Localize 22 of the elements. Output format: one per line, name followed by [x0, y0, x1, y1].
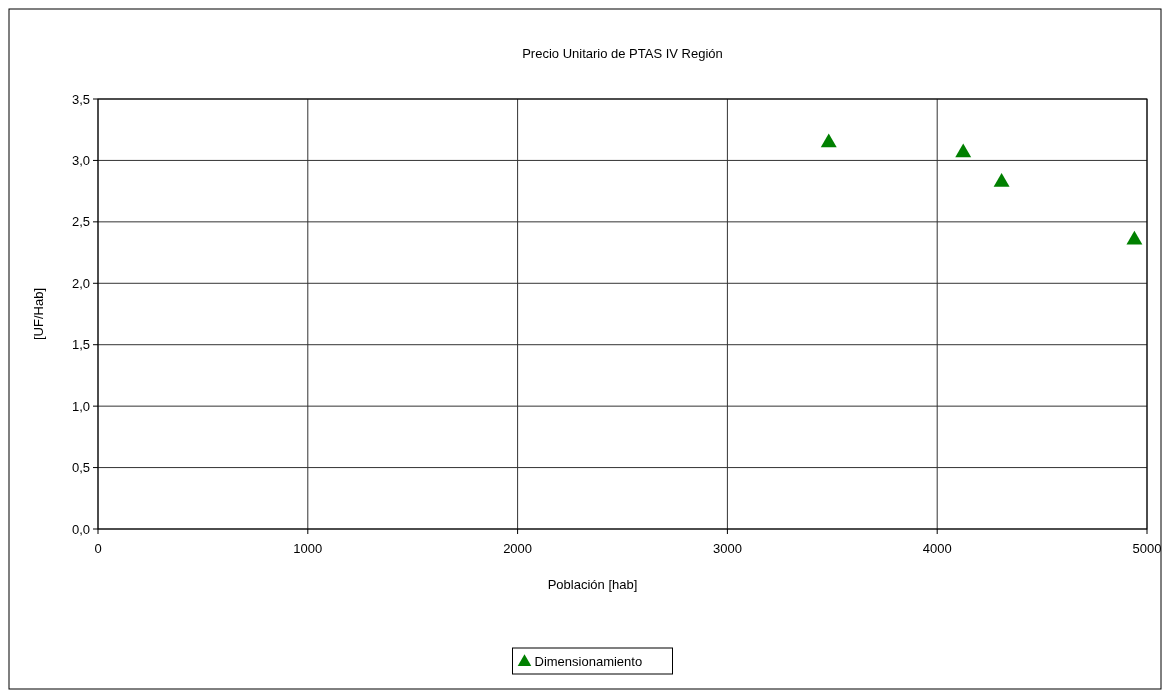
x-tick-label: 1000: [293, 541, 323, 556]
point: [1126, 230, 1143, 245]
x-tick-label: 5000: [1132, 541, 1162, 556]
x-tick-label: 2000: [503, 541, 533, 556]
point: [993, 172, 1010, 187]
x-tick-label: 0: [94, 541, 102, 556]
point: [820, 133, 837, 148]
y-tick-label: 2,0: [71, 275, 90, 291]
point: [955, 143, 972, 158]
y-tick-label: 2,5: [71, 214, 90, 230]
legend-label: Dimensionamiento: [534, 654, 643, 669]
y-tick-label: 3,0: [71, 152, 90, 168]
x-tick-label: 4000: [922, 541, 952, 556]
x-axis-title: Población [hab]: [547, 577, 638, 592]
y-tick-label: 3,5: [71, 91, 90, 107]
y-tick-label: 1,0: [71, 398, 90, 414]
x-tick-label: 3000: [712, 541, 742, 556]
y-tick-label: 1,5: [71, 337, 90, 353]
y-tick-label: 0,0: [71, 521, 90, 537]
chart-title: Precio Unitario de PTAS IV Región: [522, 46, 723, 61]
y-axis-title: [UF/Hab]: [31, 287, 46, 341]
y-tick-label: 0,5: [71, 460, 90, 476]
